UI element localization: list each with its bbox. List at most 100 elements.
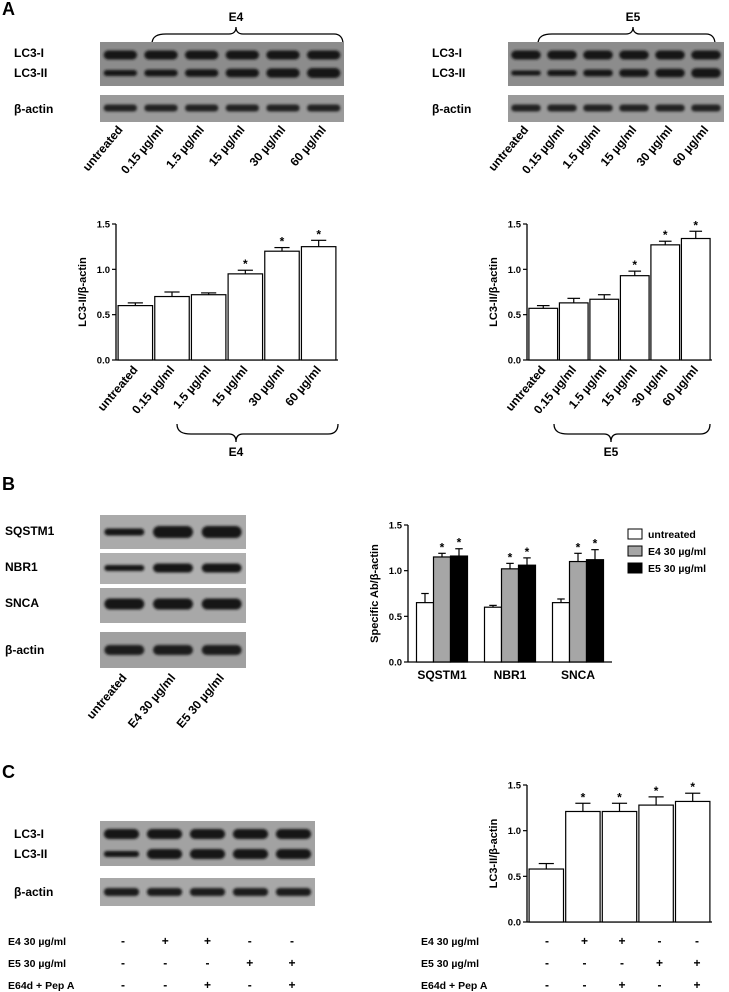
lane-label: 1.5 µg/ml: [559, 123, 603, 172]
significance-star: *: [280, 235, 285, 249]
blot-band: [144, 104, 178, 112]
significance-star: *: [663, 228, 668, 242]
blot-label: LC3-II: [14, 847, 47, 861]
lane-label: 15 µg/ml: [598, 123, 640, 169]
significance-star: *: [617, 790, 622, 804]
group-brace: [537, 26, 716, 45]
blot-band: [153, 563, 193, 573]
bar: [227, 273, 264, 361]
y-tick-label: 0.5: [389, 612, 403, 623]
blot-band: [184, 50, 219, 60]
blot-band: [104, 565, 145, 571]
blot-label: LC3-I: [14, 46, 44, 60]
treatment-label: E4 30 µg/ml: [421, 936, 479, 948]
significance-star: *: [654, 784, 659, 798]
group-brace: [151, 26, 344, 45]
blot-band: [306, 68, 341, 78]
treatment-mark: -: [248, 978, 252, 992]
y-axis-label: LC3-II/β-actin: [488, 257, 500, 327]
panel-letter-a: A: [2, 0, 15, 19]
y-axis-label: LC3-II/β-actin: [77, 257, 89, 327]
blot-band: [691, 50, 721, 60]
lane-label: E5 30 µg/ml: [174, 671, 227, 731]
bar: [190, 294, 227, 361]
x-tick-label: 1.5 µg/ml: [170, 363, 214, 412]
treatment-label: E4 30 µg/ml: [8, 936, 66, 948]
bar: [585, 559, 605, 663]
blot-band: [104, 598, 145, 610]
blot-band: [547, 70, 577, 76]
x-tick-label: 60 µg/ml: [282, 363, 324, 409]
bar: [300, 246, 337, 361]
blot-band: [144, 50, 178, 60]
blot-band: [103, 829, 140, 839]
bar: [619, 275, 650, 361]
treatment-mark: -: [121, 978, 125, 992]
blot-band: [232, 849, 269, 859]
legend-b: untreated E4 30 µg/ml E5 30 µg/ml: [627, 528, 706, 575]
legend-swatch: [627, 562, 643, 574]
y-tick-label: 1.0: [389, 566, 402, 577]
blot-band: [146, 888, 183, 896]
blot-band: [511, 104, 541, 112]
treatment-label: E64d + Pep A: [421, 980, 488, 992]
bar: [650, 244, 681, 361]
significance-star: *: [632, 258, 637, 272]
legend-label: E5 30 µg/ml: [648, 563, 706, 575]
treatment-mark: +: [246, 956, 253, 970]
bar: [601, 810, 638, 923]
y-tick-label: 1.0: [97, 265, 110, 276]
blot-band: [511, 50, 541, 60]
lane-label: 60 µg/ml: [670, 123, 712, 169]
blot-band: [153, 598, 193, 610]
treatment-label: E64d + Pep A: [8, 980, 75, 992]
significance-star: *: [576, 540, 581, 554]
blot-band: [547, 50, 577, 60]
treatment-mark: -: [121, 934, 125, 948]
blot-band: [103, 851, 140, 857]
x-tick-label: NBR1: [494, 668, 527, 682]
blot-label: β-actin: [14, 885, 53, 899]
y-tick-label: 0.0: [508, 918, 521, 929]
y-tick-label: 1.0: [508, 265, 521, 276]
treatment-label: E5 30 µg/ml: [8, 958, 66, 970]
bar: [117, 305, 154, 361]
chart-a-e5: 0.00.51.01.5LC3-II/β-actinuntreated0.15 …: [488, 218, 712, 417]
y-tick-label: 0.0: [508, 356, 521, 367]
blot-band: [201, 598, 242, 610]
blot-label: NBR1: [5, 560, 38, 574]
y-tick-label: 1.5: [97, 220, 111, 231]
blot-label: LC3-I: [14, 827, 44, 841]
blot-label: LC3-I: [432, 46, 462, 60]
treatment-mark: +: [618, 978, 625, 992]
blot-band: [306, 104, 341, 112]
blot-band: [691, 104, 721, 112]
blot-band: [275, 888, 312, 896]
bar: [500, 568, 520, 663]
y-tick-label: 1.0: [508, 826, 521, 837]
significance-star: *: [316, 227, 321, 241]
blot-band: [655, 68, 685, 78]
blot-band: [153, 526, 193, 538]
y-tick-label: 1.5: [508, 781, 522, 792]
bar: [415, 602, 435, 663]
blot-band: [103, 50, 138, 60]
treatment-mark: -: [163, 956, 167, 970]
blot-band: [266, 50, 300, 60]
x-tick-label: SNCA: [561, 668, 595, 682]
y-tick-label: 0.5: [97, 310, 111, 321]
lane-label: 30 µg/ml: [247, 123, 289, 169]
y-axis-label: Specific Ab/β-actin: [369, 544, 381, 643]
bar: [568, 560, 588, 663]
blot-c: LC3-I LC3-II β-actin: [14, 821, 315, 906]
blot-band: [225, 68, 260, 78]
bar: [565, 810, 601, 923]
treatment-mark: -: [583, 956, 587, 970]
blot-band: [583, 104, 613, 112]
blot-band: [103, 888, 140, 896]
blot-band: [655, 104, 685, 112]
blot-band: [146, 829, 183, 839]
blot-band: [201, 563, 242, 573]
bar: [154, 295, 190, 361]
